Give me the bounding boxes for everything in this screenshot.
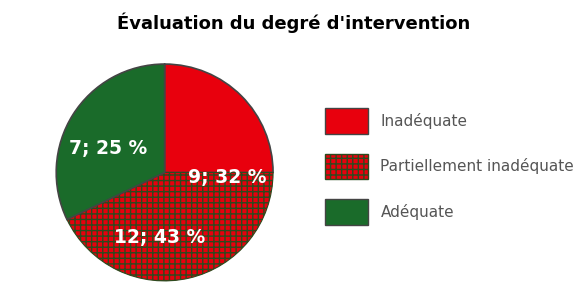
Legend: Inadéquate, Partiellement inadéquate, Adéquate: Inadéquate, Partiellement inadéquate, Ad… — [318, 100, 582, 232]
Wedge shape — [56, 64, 165, 220]
Wedge shape — [67, 172, 273, 281]
Text: Évaluation du degré d'intervention: Évaluation du degré d'intervention — [118, 12, 470, 33]
Text: 9; 32 %: 9; 32 % — [188, 168, 267, 187]
Wedge shape — [165, 64, 273, 172]
Text: 7; 25 %: 7; 25 % — [69, 139, 148, 158]
Text: 12; 43 %: 12; 43 % — [113, 228, 205, 247]
